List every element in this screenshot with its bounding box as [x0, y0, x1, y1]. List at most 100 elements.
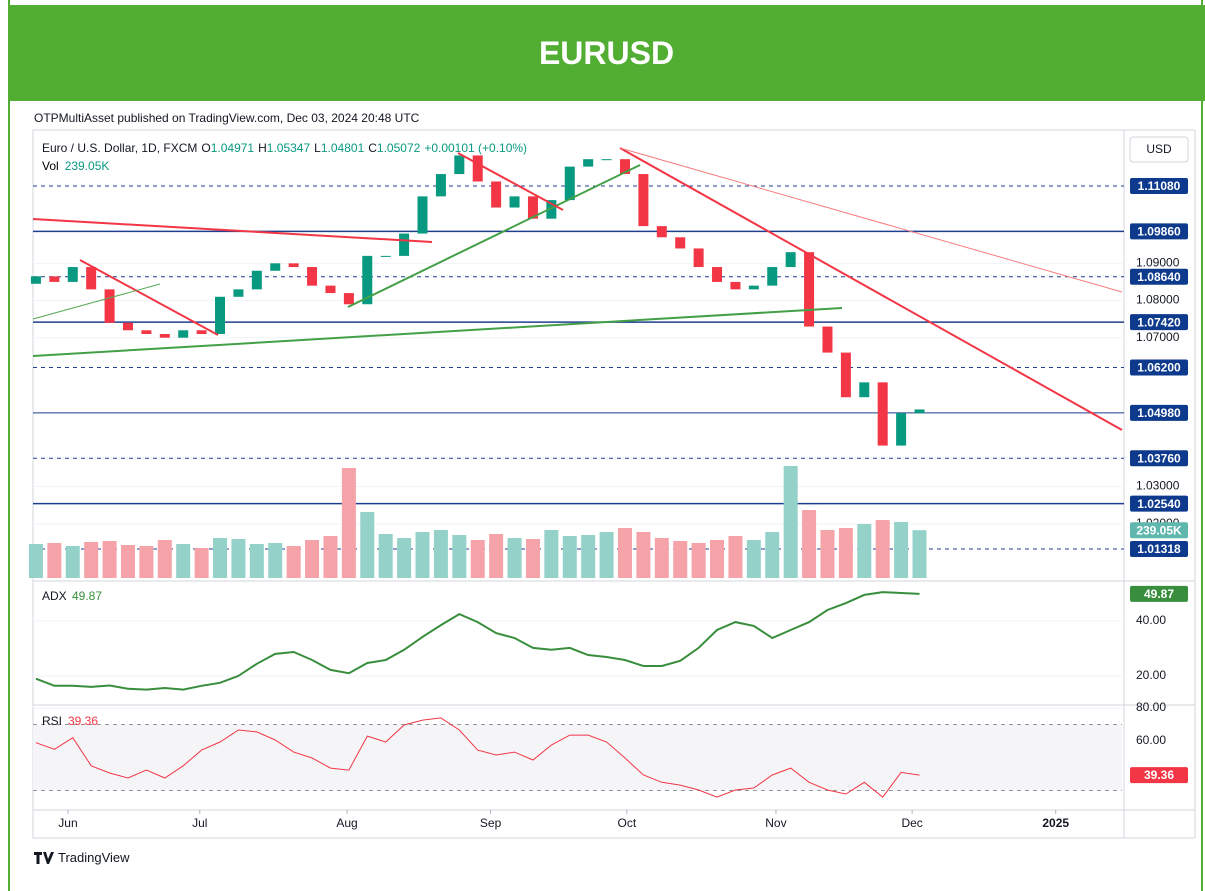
- legend-change: +0.00101 (+0.10%): [424, 141, 528, 155]
- volume-bar: [581, 535, 596, 578]
- candle: [546, 200, 557, 219]
- adx-tick-label: 40.00: [1136, 613, 1166, 627]
- x-tick-label: 2025: [1042, 816, 1069, 830]
- candle: [49, 276, 60, 282]
- legend-label: O: [201, 141, 211, 155]
- candle: [877, 382, 888, 446]
- volume-bar: [765, 532, 780, 578]
- volume-bar: [783, 466, 798, 578]
- currency-button[interactable]: [1129, 136, 1189, 163]
- volume-bar: [691, 543, 706, 578]
- symbol: Euro / U.S. Dollar, 1D, FXCM: [42, 141, 198, 155]
- trendline: [32, 307, 843, 357]
- candle: [141, 330, 152, 334]
- legend-value: 1.04971: [210, 141, 255, 155]
- candle: [896, 413, 907, 446]
- volume-bar: [912, 530, 927, 578]
- volume-bar: [507, 538, 522, 578]
- x-tick-label: Dec: [901, 816, 922, 830]
- volume-bar: [728, 536, 743, 578]
- candle: [307, 267, 318, 286]
- candle: [417, 196, 428, 234]
- x-tick-label: Jul: [192, 816, 207, 830]
- level-label-bg: [1130, 268, 1188, 285]
- rsi-tick-label: 80.00: [1136, 700, 1166, 714]
- y-tick-label: 1.03000: [1136, 479, 1180, 493]
- adx-badge-bg: [1130, 585, 1188, 602]
- level-label: 1.09860: [1137, 225, 1181, 239]
- candle: [748, 285, 759, 290]
- candle: [122, 322, 133, 331]
- candle: [804, 252, 815, 327]
- volume-bar: [838, 528, 853, 578]
- level-label: 1.01318: [1137, 542, 1181, 556]
- candle: [325, 285, 336, 294]
- adx-badge: 49.87: [1144, 587, 1174, 601]
- volume-bar: [84, 542, 99, 578]
- volume-bar: [489, 534, 504, 578]
- candle: [86, 267, 97, 290]
- volume-bar: [341, 468, 356, 578]
- volume-badge: 239.05K: [1136, 523, 1182, 537]
- legend-value: 1.05347: [266, 141, 311, 155]
- chart-border: [32, 129, 1196, 839]
- adx-label: ADX: [42, 589, 67, 603]
- trendline: [457, 152, 564, 211]
- adx-line: [35, 591, 920, 691]
- volume-bar: [323, 536, 338, 578]
- level-label: 1.04980: [1137, 406, 1181, 420]
- candle: [822, 326, 833, 353]
- volume-bar: [286, 546, 301, 578]
- volume-bar: [47, 543, 62, 578]
- level-label-bg: [1130, 359, 1188, 376]
- header: EURUSD: [8, 5, 1205, 101]
- logo: [34, 851, 54, 864]
- level-label: 1.06200: [1137, 361, 1181, 375]
- volume-bar: [617, 528, 632, 578]
- level-label-bg: [1130, 314, 1188, 331]
- level-label-bg: [1130, 223, 1188, 240]
- candle: [251, 270, 262, 290]
- candle: [288, 263, 299, 268]
- x-tick-label: Jun: [58, 816, 77, 830]
- candle: [785, 252, 796, 268]
- volume-legend: Vol 239.05K: [42, 159, 109, 173]
- legend-value: 1.05072: [376, 141, 421, 155]
- legend-label: L: [314, 141, 321, 155]
- level-label-bg: [1130, 177, 1188, 194]
- candle: [435, 174, 446, 197]
- candle: [914, 409, 925, 414]
- volume-bar: [820, 530, 835, 578]
- candle: [601, 159, 612, 161]
- volume-bar: [636, 532, 651, 578]
- y-tick-label: 1.07000: [1136, 330, 1180, 344]
- x-tick-label: Sep: [480, 816, 502, 830]
- candle: [343, 293, 354, 305]
- legend-value: 1.04801: [320, 141, 365, 155]
- candle: [472, 155, 483, 182]
- level-label-bg: [1130, 404, 1188, 421]
- level-label-bg: [1130, 495, 1188, 512]
- candle: [840, 352, 851, 398]
- volume-bar: [28, 544, 43, 578]
- volume-bar: [231, 539, 246, 578]
- volume-bar: [452, 535, 467, 578]
- published: OTPMultiAsset published on TradingView.c…: [34, 111, 420, 125]
- rsi-value: 39.36: [68, 714, 98, 728]
- candle: [362, 255, 373, 305]
- volume-bar: [654, 538, 669, 578]
- x-tick-label: Oct: [617, 816, 636, 830]
- trendline: [79, 259, 219, 336]
- volume-bar: [857, 524, 872, 578]
- volume-bar: [544, 530, 559, 578]
- candle: [196, 330, 207, 334]
- trendline: [619, 147, 1123, 293]
- candle: [491, 181, 502, 208]
- volume-bar: [710, 540, 725, 578]
- rsi-tick-label: 60.00: [1136, 733, 1166, 747]
- frame-right: [1201, 0, 1203, 891]
- adx-value: 49.87: [72, 589, 102, 603]
